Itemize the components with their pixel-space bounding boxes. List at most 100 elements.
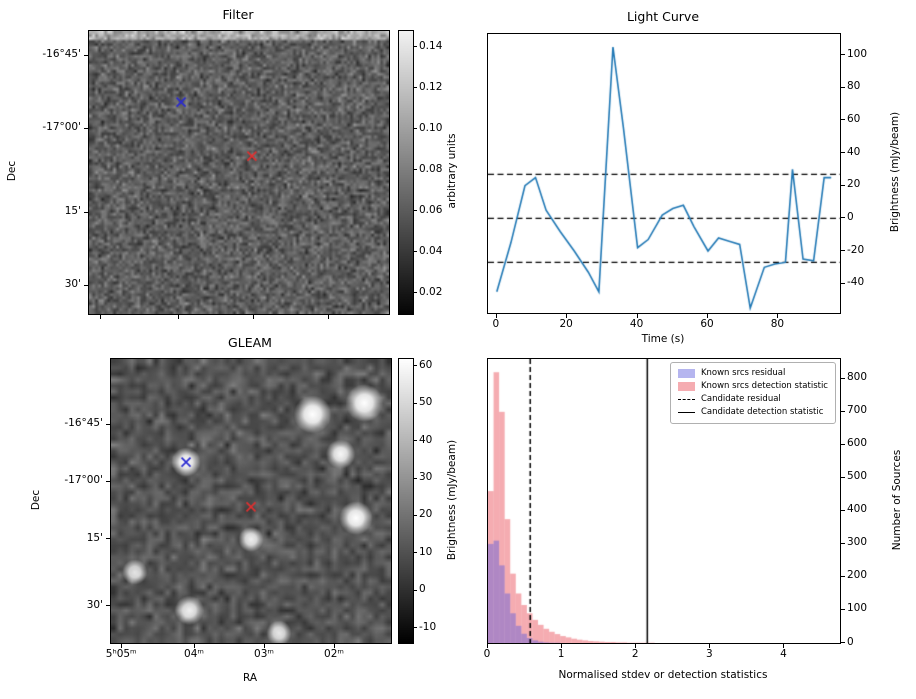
gleam-colorbar-gradient — [399, 359, 413, 643]
tick-mark — [495, 314, 497, 318]
gleam-colorbar — [398, 358, 414, 644]
tick-mark — [413, 292, 417, 294]
tick-mark — [841, 410, 845, 412]
legend-label: Candidate detection statistic — [700, 407, 824, 417]
count-tick-label: 0 — [847, 635, 854, 648]
stat-tick-label: 0 — [483, 647, 491, 660]
dec-tick-label: -16°45' — [42, 48, 81, 61]
colorbar-tick-label: 0.10 — [419, 121, 443, 134]
time-tick-label: 60 — [700, 317, 714, 330]
tick-mark — [413, 251, 417, 253]
legend-item: Candidate residual — [677, 393, 828, 406]
filter-title: Filter — [222, 7, 254, 22]
colorbar-tick-label: 0 — [419, 583, 426, 596]
legend-label: Candidate residual — [700, 394, 781, 404]
count-tick-label: 100 — [847, 602, 868, 615]
stat-tick-label: 2 — [631, 647, 639, 660]
brightness-tick-label: 100 — [847, 47, 868, 60]
count-tick-label: 600 — [847, 437, 868, 450]
tick-mark — [121, 644, 123, 648]
tick-mark — [84, 54, 88, 56]
legend-line-icon — [677, 412, 695, 413]
colorbar-tick-label: 40 — [419, 433, 433, 446]
stat-tick-label: 1 — [557, 647, 565, 660]
filter-colorbar-gradient — [399, 31, 413, 314]
tick-mark — [178, 315, 179, 319]
dec-tick-label: 30' — [86, 598, 103, 611]
histogram-legend: Known srcs residual Known srcs detection … — [669, 362, 836, 424]
filter-colorbar-label: arbitrary units — [446, 133, 458, 209]
tick-mark — [334, 644, 335, 648]
tick-mark — [413, 210, 417, 212]
colorbar-tick-label: 50 — [419, 396, 433, 409]
tick-mark — [783, 644, 785, 648]
gleam-ylabel: Dec — [30, 489, 42, 511]
tick-mark — [777, 314, 779, 318]
tick-mark — [841, 476, 845, 478]
tick-mark — [566, 314, 568, 318]
colorbar-tick-label: 30 — [419, 471, 433, 484]
tick-mark — [841, 575, 845, 577]
colorbar-tick-label: 0.08 — [419, 162, 443, 175]
ra-tick-label: 5ʰ05ᵐ — [105, 647, 137, 660]
legend-patch-icon — [677, 382, 695, 391]
tick-mark — [841, 542, 845, 544]
light-curve-xlabel: Time (s) — [641, 333, 685, 345]
tick-mark — [841, 443, 845, 445]
filter-colorbar — [398, 30, 414, 315]
brightness-tick-label: 80 — [847, 80, 861, 93]
colorbar-tick-label: 20 — [419, 508, 433, 521]
tick-mark — [106, 605, 110, 607]
gleam-image — [111, 359, 391, 643]
brightness-tick-label: 20 — [847, 178, 861, 191]
filter-image — [89, 31, 389, 314]
legend-line-icon — [677, 399, 695, 400]
brightness-tick-label: -40 — [847, 276, 865, 289]
tick-mark — [841, 119, 845, 121]
light-curve-ylabel: Brightness (mJy/beam) — [889, 111, 901, 233]
tick-mark — [253, 315, 254, 319]
count-tick-label: 200 — [847, 569, 868, 582]
legend-label: Known srcs detection statistic — [700, 381, 828, 391]
tick-mark — [841, 509, 845, 511]
legend-item: Known srcs residual — [677, 367, 828, 380]
time-tick-label: 0 — [492, 317, 500, 330]
tick-mark — [264, 644, 265, 648]
dec-tick-label: -17°00' — [42, 121, 81, 134]
tick-mark — [84, 284, 88, 286]
tick-mark — [841, 184, 845, 186]
legend-item: Candidate detection statistic — [677, 406, 828, 419]
filter-plot-area — [88, 30, 390, 315]
gleam-colorbar-label: Brightness (mJy/beam) — [446, 439, 458, 561]
colorbar-tick-label: 0.12 — [419, 80, 443, 93]
dec-tick-label: 15' — [64, 205, 81, 218]
tick-mark — [100, 315, 101, 319]
tick-mark — [413, 169, 417, 171]
tick-mark — [413, 552, 417, 554]
tick-mark — [413, 440, 417, 442]
brightness-tick-label: 60 — [847, 112, 861, 125]
tick-mark — [194, 644, 195, 648]
tick-mark — [413, 128, 417, 130]
tick-mark — [413, 365, 417, 367]
tick-mark — [561, 644, 563, 648]
tick-mark — [636, 314, 638, 318]
tick-mark — [413, 477, 417, 479]
brightness-tick-label: 40 — [847, 145, 861, 158]
colorbar-tick-label: 0.06 — [419, 203, 443, 216]
ra-tick-label: 03ᵐ — [254, 647, 274, 660]
time-tick-label: 20 — [559, 317, 573, 330]
time-tick-label: 40 — [629, 317, 644, 330]
tick-mark — [709, 644, 711, 648]
count-tick-label: 300 — [847, 536, 868, 549]
colorbar-tick-label: 0.14 — [419, 39, 443, 52]
tick-mark — [635, 644, 637, 648]
tick-mark — [841, 282, 845, 284]
colorbar-tick-label: 10 — [419, 545, 433, 558]
tick-mark — [413, 627, 417, 629]
tick-mark — [841, 608, 845, 610]
tick-mark — [841, 250, 845, 251]
light-curve-canvas — [488, 34, 840, 313]
tick-mark — [841, 86, 845, 88]
